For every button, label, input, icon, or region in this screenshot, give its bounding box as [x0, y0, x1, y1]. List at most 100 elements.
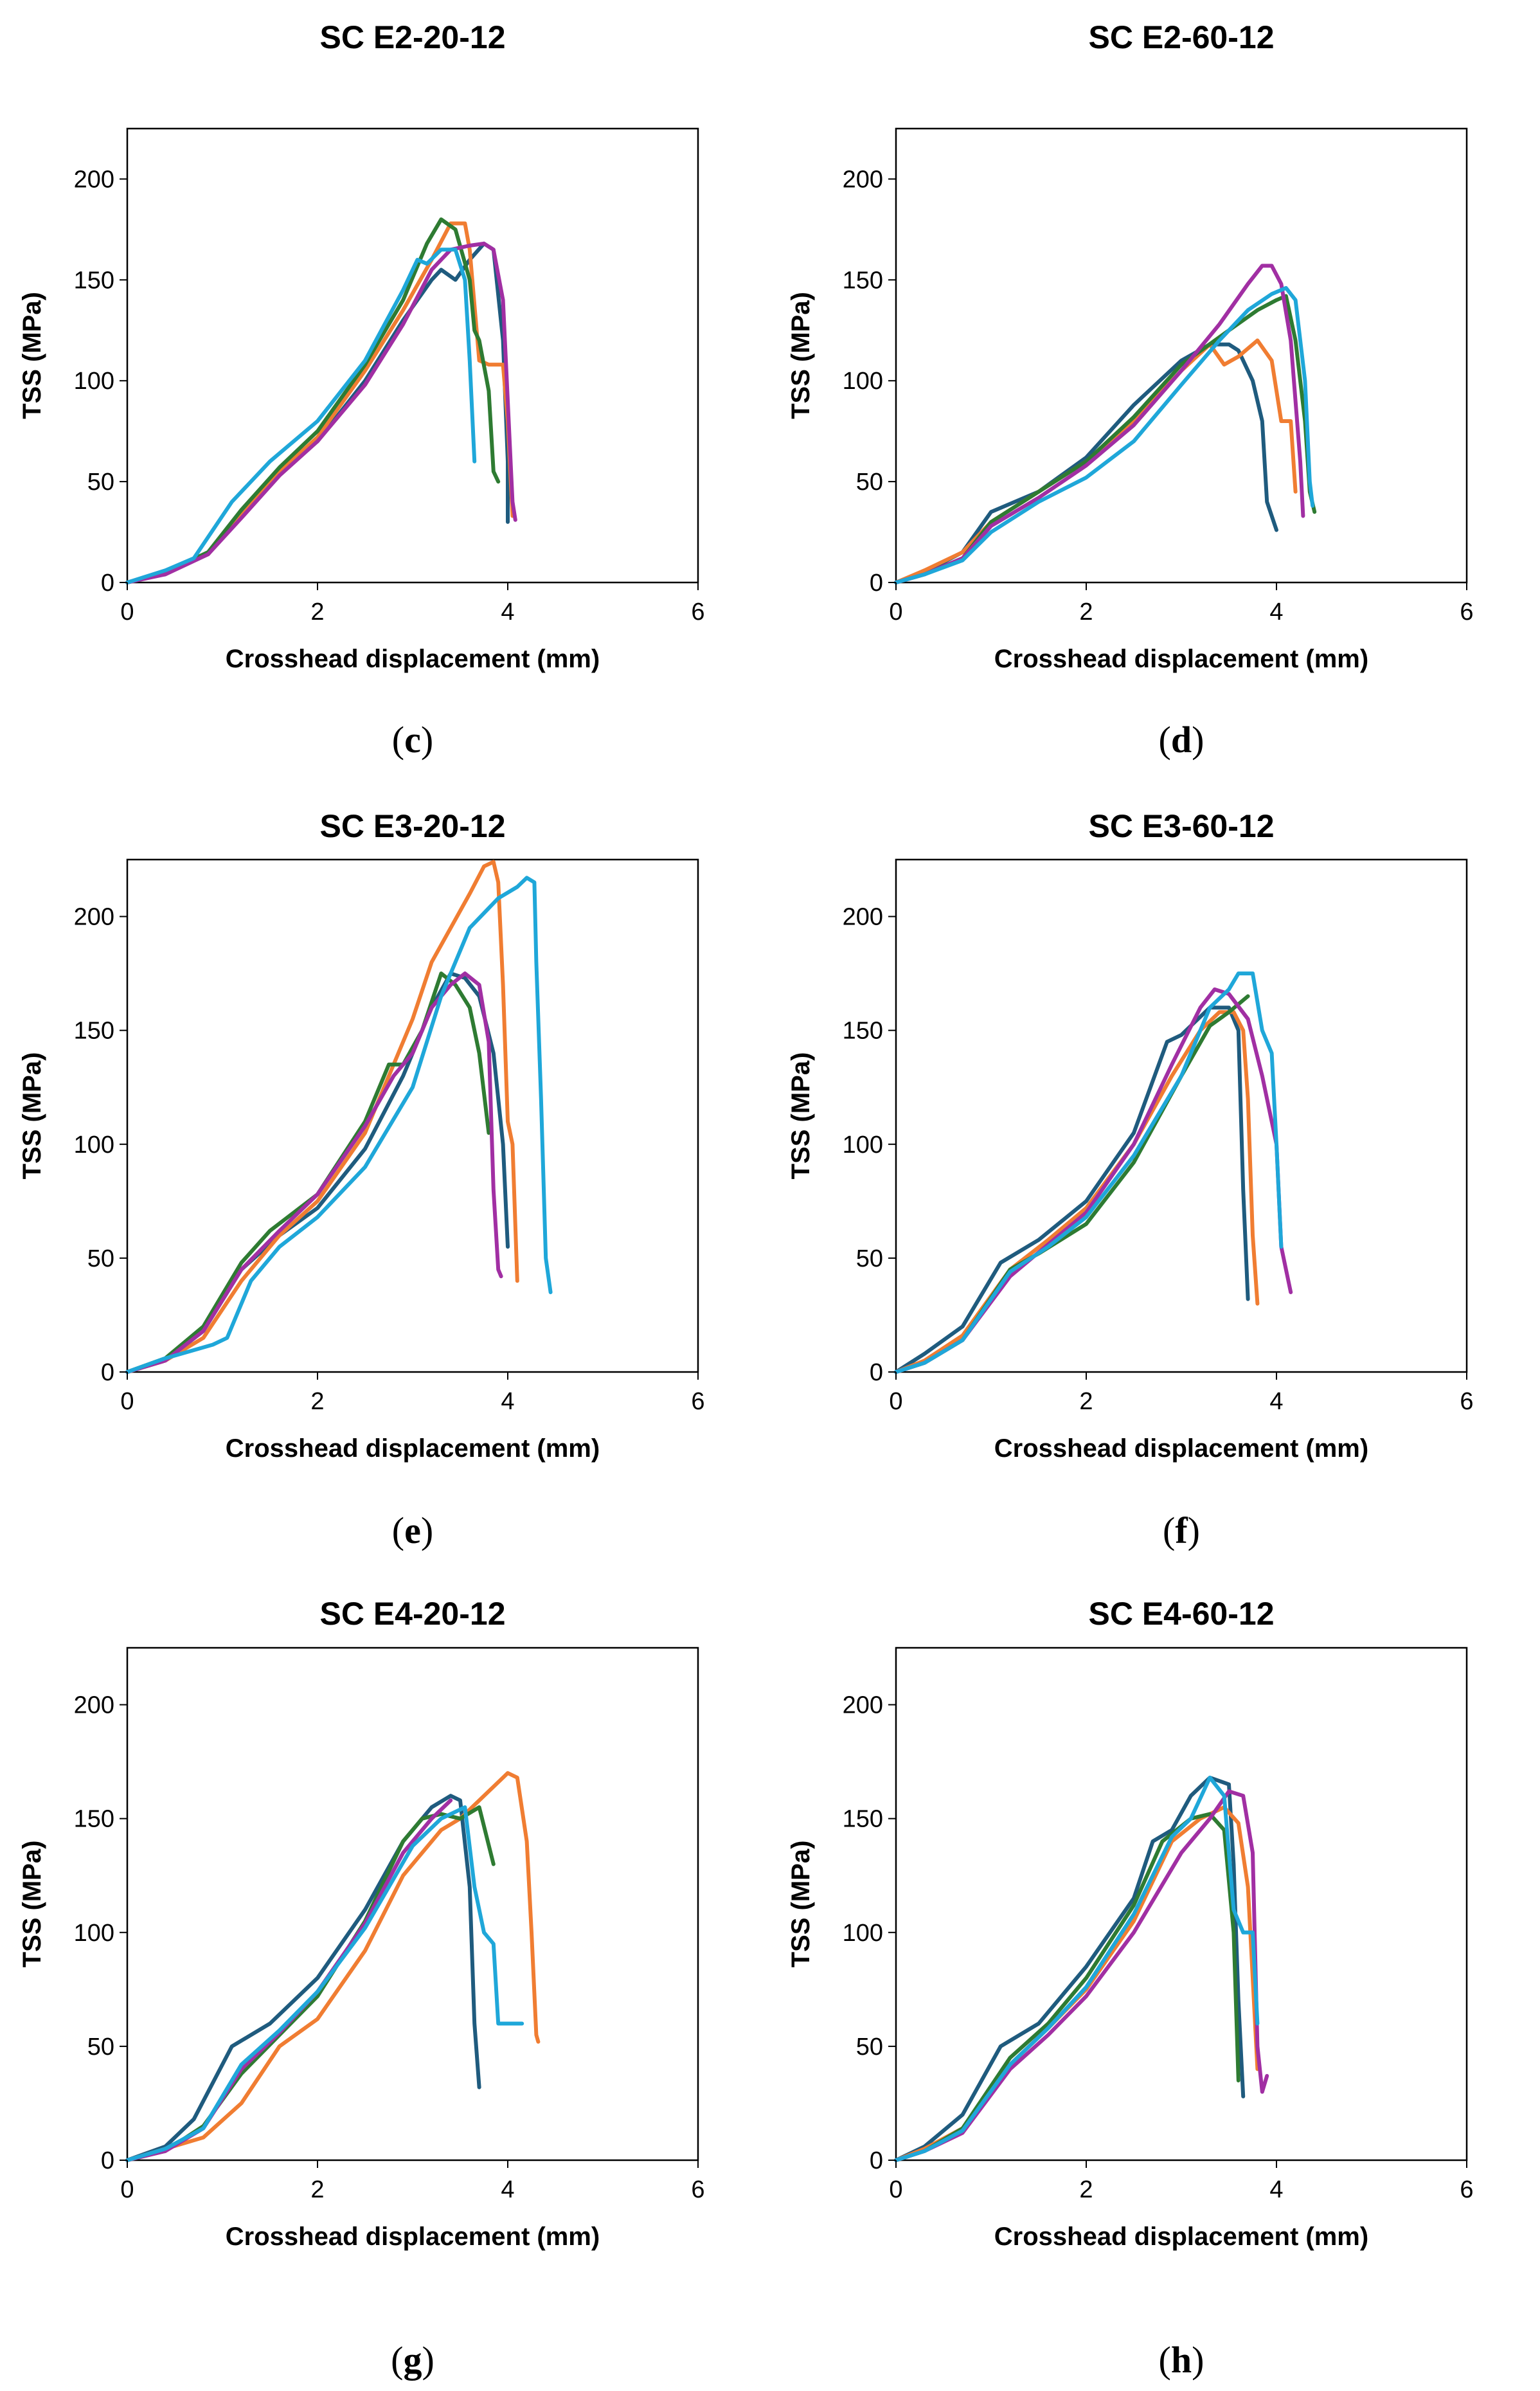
series-line-green: [894, 994, 1250, 1374]
y-tick-label: 100: [843, 368, 883, 395]
plot-area-frame: [895, 1647, 1468, 2161]
y-tick-label: 200: [74, 904, 114, 931]
series-line-orange: [125, 1771, 541, 2162]
x-tick-label: 6: [1460, 1388, 1473, 1415]
y-tick-label: 50: [856, 469, 883, 496]
x-axis-label: Crosshead displacement (mm): [226, 1434, 600, 1463]
x-tick-label: 2: [310, 1388, 324, 1415]
plot-area-frame: [126, 127, 699, 584]
series-line-navy: [125, 1794, 481, 2162]
x-tick-label: 0: [120, 599, 134, 626]
chart-panel-d: SC E2-60-12 0 50 100 150 200 0 2 4 6 Crosshead dis…: [787, 19, 1474, 761]
x-tick-label: 4: [501, 1388, 514, 1415]
panel-letter: d: [1171, 719, 1192, 761]
series-line-navy: [894, 342, 1278, 584]
y-tick-label: 50: [856, 2034, 883, 2061]
y-tick-label: 50: [87, 1245, 114, 1272]
y-tick-label: 100: [74, 368, 114, 395]
series-line-purple: [125, 241, 517, 584]
x-tick-label: 6: [691, 1388, 704, 1415]
x-tick-label: 2: [310, 599, 324, 626]
y-tick-label: 100: [74, 1920, 114, 1947]
series-line-purple: [125, 1798, 453, 2162]
x-tick-label: 0: [889, 2176, 902, 2203]
y-tick-label: 200: [843, 1692, 883, 1719]
series-line-purple: [894, 1789, 1269, 2162]
y-tick-label: 50: [87, 2034, 114, 2061]
series-line-orange: [894, 1010, 1260, 1374]
y-tick-label: 0: [101, 1359, 114, 1386]
series-line-green: [125, 971, 491, 1374]
x-axis-label: Crosshead displacement (mm): [226, 2223, 600, 2251]
series-line-purple: [894, 987, 1293, 1374]
y-tick-label: 200: [843, 166, 883, 193]
y-tick-label: 100: [843, 1920, 883, 1947]
series-line-purple: [894, 264, 1305, 584]
x-tick-label: 4: [1269, 1388, 1283, 1415]
y-axis-label: TSS (MPa): [18, 1052, 46, 1180]
y-tick-label: 50: [856, 1245, 883, 1272]
x-tick-label: 4: [1269, 2176, 1283, 2203]
series-line-navy: [894, 1006, 1250, 1374]
panel-caption: (d): [1159, 719, 1204, 761]
y-tick-label: 0: [101, 570, 114, 597]
x-tick-label: 0: [889, 1388, 902, 1415]
chart-title: SC E4-60-12: [1088, 1596, 1274, 1632]
panel-letter: c: [404, 719, 421, 761]
y-tick-label: 200: [74, 166, 114, 193]
panel-letter: f: [1175, 1510, 1188, 1551]
x-axis-label: Crosshead displacement (mm): [994, 645, 1368, 673]
y-tick-label: 150: [843, 1806, 883, 1833]
y-tick-label: 100: [74, 1132, 114, 1159]
chart-title: SC E3-20-12: [319, 808, 505, 844]
y-tick-label: 0: [101, 2147, 114, 2174]
chart-title: SC E2-20-12: [319, 19, 505, 55]
panel-caption: (e): [392, 1510, 433, 1551]
series-line-orange: [125, 860, 519, 1374]
x-tick-label: 2: [1079, 599, 1093, 626]
x-tick-label: 0: [120, 1388, 134, 1415]
y-axis-label: TSS (MPa): [18, 292, 46, 419]
panel-caption: (h): [1159, 2339, 1204, 2381]
y-axis-label: TSS (MPa): [787, 1841, 815, 1968]
x-tick-label: 2: [310, 2176, 324, 2203]
y-tick-label: 50: [87, 469, 114, 496]
y-tick-label: 0: [870, 2147, 883, 2174]
series-line-cyan: [894, 285, 1315, 584]
x-tick-label: 0: [120, 2176, 134, 2203]
series-line-cyan: [125, 1805, 524, 2162]
panel-letter: g: [404, 2339, 422, 2381]
series-line-navy: [125, 971, 510, 1374]
y-tick-label: 150: [74, 267, 114, 294]
x-tick-label: 0: [889, 599, 902, 626]
panel-caption: (c): [392, 719, 433, 761]
plot-area-frame: [895, 127, 1468, 584]
panel-caption: (g): [391, 2339, 434, 2381]
chart-panel-e: SC E3-20-12 0 50 100 150 200 0 2 4 6 Crosshead dis…: [18, 808, 705, 1551]
y-tick-label: 0: [870, 570, 883, 597]
plot-area-frame: [895, 858, 1468, 1373]
y-tick-label: 150: [843, 267, 883, 294]
series-line-cyan: [894, 1775, 1260, 2162]
series-line-cyan: [894, 971, 1284, 1374]
plot-area-frame: [126, 858, 699, 1373]
series-line-orange: [894, 1805, 1260, 2162]
chart-panel-f: SC E3-60-12 0 50 100 150 200 0 2 4 6 Crosshead dis…: [787, 808, 1474, 1551]
x-tick-label: 6: [1460, 2176, 1473, 2203]
chart-panel-h: SC E4-60-12 0 50 100 150 200 0 2 4 6 Crosshead dis…: [787, 1596, 1474, 2381]
x-tick-label: 4: [1269, 599, 1283, 626]
series-line-orange: [894, 338, 1298, 584]
x-tick-label: 4: [501, 599, 514, 626]
y-axis-label: TSS (MPa): [18, 1841, 46, 1968]
x-tick-label: 6: [691, 2176, 704, 2203]
y-tick-label: 150: [74, 1806, 114, 1833]
x-axis-label: Crosshead displacement (mm): [994, 1434, 1368, 1463]
chart-title: SC E3-60-12: [1088, 808, 1274, 844]
series-line-navy: [125, 241, 510, 584]
x-axis-label: Crosshead displacement (mm): [226, 645, 600, 673]
x-tick-label: 6: [1460, 599, 1473, 626]
chart-title: SC E4-20-12: [319, 1596, 505, 1632]
series-line-purple: [125, 971, 503, 1374]
y-axis-label: TSS (MPa): [787, 292, 815, 419]
